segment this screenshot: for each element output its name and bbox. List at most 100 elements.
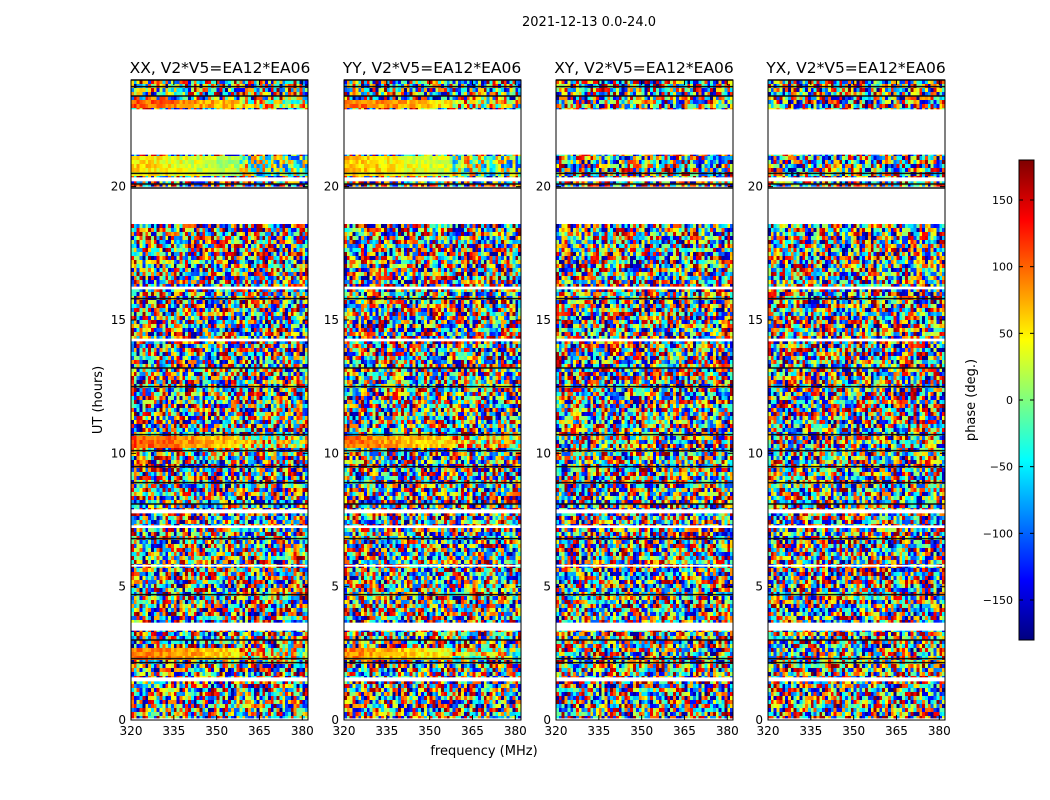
colorbar-tick-label: 0 (1006, 394, 1013, 407)
y-axis-label: UT (hours) (91, 366, 106, 434)
flagged-rows (556, 109, 733, 155)
y-tick-label: 15 (111, 313, 126, 327)
y-tick-label: 10 (111, 446, 126, 460)
flagged-rows (344, 109, 521, 155)
y-tick-label: 0 (118, 713, 126, 727)
x-tick-label: 350 (842, 724, 865, 738)
flagged-rows (131, 677, 308, 682)
flagged-rows (344, 718, 521, 720)
flagged-rows (768, 109, 945, 155)
x-tick-label: 365 (673, 724, 696, 738)
y-tick-label: 5 (543, 580, 551, 594)
y-tick-label: 15 (748, 313, 763, 327)
panel-title: YY, V2*V5=EA12*EA06 (342, 59, 521, 77)
flagged-rows (556, 186, 733, 224)
x-tick-label: 365 (461, 724, 484, 738)
flagged-rows (131, 564, 308, 567)
y-tick-label: 0 (755, 713, 763, 727)
flagged-rows (131, 622, 308, 631)
x-axis-label: frequency (MHz) (430, 744, 537, 759)
axes-frame (555, 79, 734, 721)
flagged-rows (768, 677, 945, 682)
flagged-rows (131, 338, 308, 342)
flagged-rows (556, 677, 733, 682)
x-tick-label: 335 (799, 724, 822, 738)
flagged-rows (556, 338, 733, 342)
x-tick-label: 365 (885, 724, 908, 738)
y-tick-label: 0 (543, 713, 551, 727)
colorbar: phase (deg.) 150 100 50 0 −50 −100 −150 (964, 159, 1035, 641)
x-tick-label: 380 (928, 724, 951, 738)
colorbar-tick-label: 50 (999, 327, 1013, 340)
flagged-rows (768, 525, 945, 528)
flagged-rows (344, 677, 521, 682)
x-tick-label: 365 (248, 724, 271, 738)
flagged-rows (344, 177, 521, 182)
y-tick-label: 15 (324, 313, 339, 327)
y-tick-label: 10 (536, 446, 551, 460)
colorbar-tick-label: 150 (992, 194, 1013, 207)
flagged-rows (131, 509, 308, 514)
flagged-rows (131, 525, 308, 528)
flagged-rows (556, 525, 733, 528)
chart-suptitle: 2021-12-13 0.0-24.0 (522, 15, 656, 30)
axes-frame (343, 79, 522, 721)
x-tick-label: 380 (291, 724, 314, 738)
panel-title: XX, V2*V5=EA12*EA06 (130, 59, 311, 77)
x-tick-label: 320 (333, 724, 356, 738)
flagged-rows (556, 622, 733, 631)
flagged-rows (768, 718, 945, 720)
x-tick-label: 320 (757, 724, 780, 738)
x-tick-label: 320 (545, 724, 568, 738)
x-tick-label: 335 (375, 724, 398, 738)
flagged-rows (131, 109, 308, 155)
flagged-rows (344, 286, 521, 290)
y-tick-label: 5 (331, 580, 339, 594)
flagged-rows (344, 186, 521, 224)
x-tick-label: 320 (120, 724, 143, 738)
y-tick-label: 5 (755, 580, 763, 594)
y-tick-label: 15 (536, 313, 551, 327)
flagged-rows (344, 622, 521, 631)
flagged-rows (131, 286, 308, 290)
colorbar-tick-label: −50 (990, 461, 1013, 474)
panel-xy: XY, V2*V5=EA12*EA06 320 335 350 365 380 0 5 10 1… (536, 59, 739, 738)
flagged-rows (556, 564, 733, 567)
colorbar-tick-label: −100 (983, 527, 1013, 540)
flagged-rows (131, 186, 308, 224)
flagged-rows (344, 525, 521, 528)
panel-xx: XX, V2*V5=EA12*EA06 320 335 350 365 380 0 5 10 1… (111, 59, 314, 738)
y-tick-label: 10 (324, 446, 339, 460)
axes-frame (767, 79, 946, 721)
y-tick-label: 5 (118, 580, 126, 594)
flagged-rows (344, 338, 521, 342)
flagged-rows (556, 718, 733, 720)
panel-yy: YY, V2*V5=EA12*EA06 320 335 350 365 380 0 5 10 1… (324, 59, 527, 738)
colorbar-tick-label: −150 (983, 594, 1013, 607)
flagged-rows (768, 177, 945, 182)
colorbar-tick-label: 100 (992, 261, 1013, 274)
flagged-rows (556, 286, 733, 290)
flagged-rows (768, 564, 945, 567)
flagged-rows (131, 718, 308, 720)
axes-frame (130, 79, 309, 721)
flagged-rows (768, 509, 945, 514)
flagged-rows (768, 186, 945, 224)
flagged-rows (768, 622, 945, 631)
y-tick-label: 10 (748, 446, 763, 460)
panel-title: XY, V2*V5=EA12*EA06 (554, 59, 734, 77)
colorbar-label: phase (deg.) (964, 359, 979, 441)
flagged-rows (768, 338, 945, 342)
flagged-rows (344, 564, 521, 567)
y-tick-label: 20 (324, 180, 339, 194)
x-tick-label: 335 (587, 724, 610, 738)
flagged-rows (768, 286, 945, 290)
y-tick-label: 20 (536, 180, 551, 194)
x-tick-label: 335 (162, 724, 185, 738)
panel-title: YX, V2*V5=EA12*EA06 (765, 59, 946, 77)
flagged-rows (556, 509, 733, 514)
panel-yx: YX, V2*V5=EA12*EA06 320 335 350 365 380 0 5 10 1… (748, 59, 951, 738)
y-tick-label: 0 (331, 713, 339, 727)
x-tick-label: 380 (504, 724, 527, 738)
